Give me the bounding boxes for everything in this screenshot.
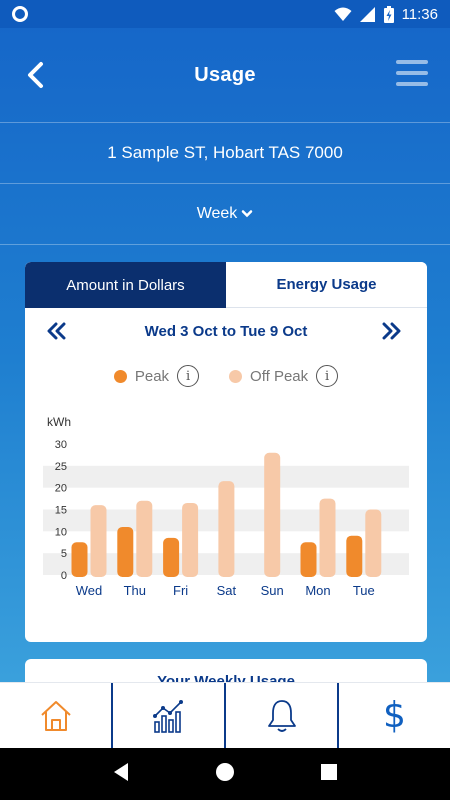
bar-chart: kWh 0 5 10 15 20 25 30 Wed Thu Fri Sat Sun Mon Tue (25, 412, 427, 612)
chevron-down-icon (242, 210, 253, 218)
wifi-icon (334, 7, 352, 21)
x-tick-label: Fri (173, 583, 188, 598)
home-icon (40, 700, 71, 731)
bar-chart-svg: kWh 0 5 10 15 20 25 30 Wed Thu Fri Sat Sun Mon Tue (43, 415, 409, 598)
legend-dot-off-peak (229, 369, 243, 383)
y-tick-label: 10 (55, 526, 67, 538)
y-tick-label: 20 (55, 483, 67, 495)
bar-off-peak (136, 500, 153, 577)
legend-item-off-peak: Off Peak i (229, 365, 339, 387)
square-recents-icon (320, 763, 337, 780)
bar-off-peak (218, 481, 235, 577)
chart-tabs: Amount in Dollars Energy Usage (25, 262, 427, 308)
bar-peak (163, 537, 180, 577)
date-range-label: Wed 3 Oct to Tue 9 Oct (144, 322, 308, 340)
bar-off-peak (365, 509, 382, 577)
period-label: Week (196, 205, 238, 222)
status-bar: 11:36 (0, 0, 450, 28)
y-tick-label: 0 (61, 570, 67, 582)
y-tick-label: 25 (55, 461, 67, 473)
triangle-back-icon (114, 762, 129, 781)
nav-separator (224, 683, 226, 748)
battery-icon (383, 5, 394, 23)
bar-peak (300, 542, 317, 577)
notification-ring-icon (12, 6, 28, 22)
dollar-icon: $ (383, 695, 406, 736)
bar-peak (71, 542, 88, 577)
android-navigation-bar (0, 748, 450, 800)
legend-item-peak: Peak i (113, 365, 200, 387)
status-time: 11:36 (401, 5, 438, 23)
y-tick-label: 15 (55, 505, 67, 517)
x-tick-label: Thu (124, 583, 146, 598)
address-label: 1 Sample ST, Hobart TAS 7000 (107, 143, 343, 162)
hamburger-menu-icon[interactable] (396, 60, 428, 88)
bar-peak (346, 535, 363, 577)
previous-period-icon[interactable] (45, 322, 67, 340)
bottom-navigation: $ (0, 682, 450, 748)
y-tick-label: 5 (61, 548, 67, 560)
nav-billing[interactable]: $ (339, 683, 450, 748)
grid-band (43, 465, 409, 488)
y-tick-label: 30 (55, 439, 67, 451)
bar-off-peak (264, 452, 281, 577)
bar-off-peak (182, 502, 199, 577)
period-selector[interactable]: Week (0, 184, 450, 244)
nav-separator (337, 683, 339, 748)
info-icon[interactable]: i (177, 365, 200, 387)
nav-usage[interactable] (113, 683, 224, 748)
x-tick-label: Mon (305, 583, 330, 598)
nav-separator (111, 683, 113, 748)
chart-legend: Peak i Off Peak i (25, 364, 427, 388)
bar-off-peak (90, 505, 107, 577)
x-tick-label: Wed (76, 583, 103, 598)
x-tick-label: Sun (261, 583, 284, 598)
divider (0, 244, 450, 245)
signal-icon (359, 6, 375, 22)
bar-peak (117, 526, 134, 577)
android-recents-button[interactable] (320, 763, 338, 786)
usage-chart-card: Amount in Dollars Energy Usage Wed 3 Oct… (25, 262, 427, 642)
divider (0, 122, 450, 123)
bell-icon (267, 699, 296, 732)
x-tick-label: Sat (217, 583, 237, 598)
android-home-button[interactable] (215, 762, 235, 787)
y-axis-label: kWh (47, 415, 71, 429)
tab-amount-in-dollars[interactable]: Amount in Dollars (25, 262, 226, 308)
page-title: Usage (194, 63, 256, 86)
circle-home-icon (215, 762, 234, 781)
bar-off-peak (319, 498, 336, 577)
x-tick-label: Tue (353, 583, 375, 598)
chart-icon (152, 699, 183, 733)
legend-label-off-peak: Off Peak (250, 367, 309, 385)
nav-home[interactable] (0, 683, 111, 748)
info-icon[interactable]: i (316, 365, 339, 387)
legend-dot-peak (113, 369, 127, 383)
nav-notifications[interactable] (226, 683, 337, 748)
divider (0, 183, 450, 184)
legend-label-peak: Peak (134, 367, 170, 385)
tab-energy-usage[interactable]: Energy Usage (226, 262, 427, 308)
back-arrow-icon[interactable] (24, 61, 48, 89)
next-period-icon[interactable] (381, 322, 403, 340)
app-header: Usage (0, 28, 450, 122)
android-back-button[interactable] (112, 762, 130, 787)
